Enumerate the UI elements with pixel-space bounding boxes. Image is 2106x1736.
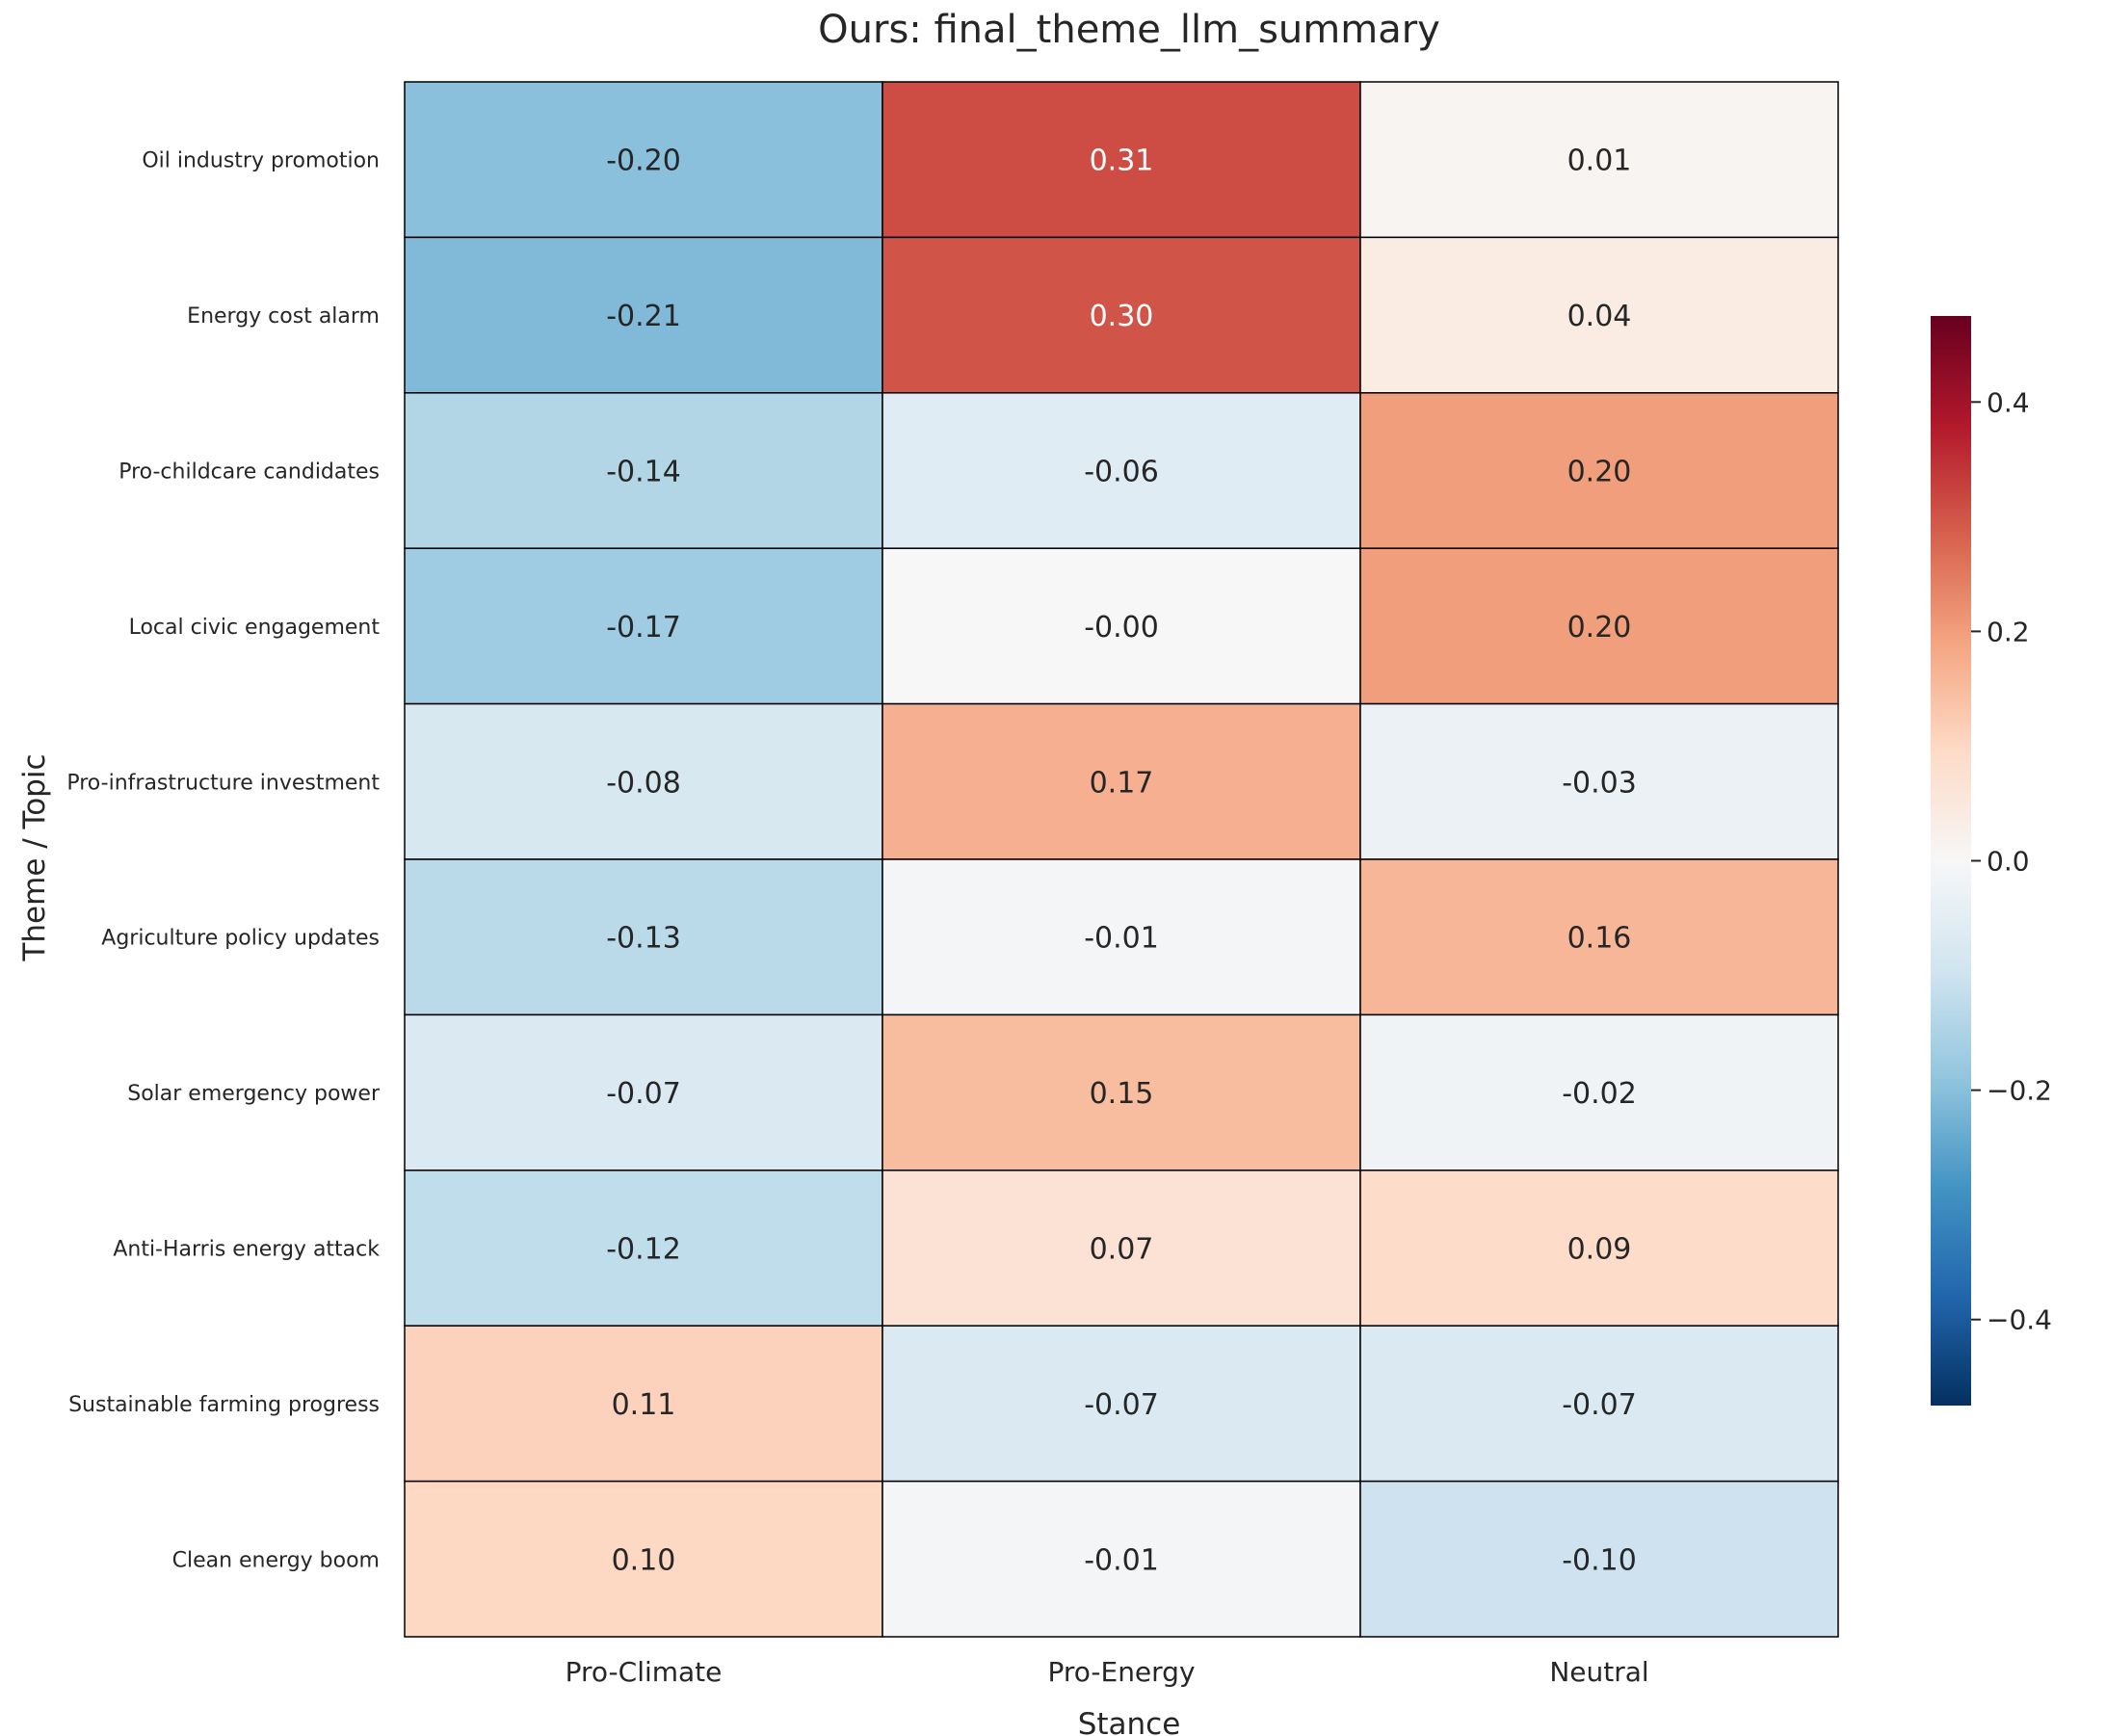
y-tick-label: Energy cost alarm <box>187 304 380 329</box>
heatmap-value-label: -0.00 <box>1084 611 1159 644</box>
y-tick-label: Clean energy boom <box>172 1548 380 1572</box>
heatmap-value-label: -0.10 <box>1562 1543 1637 1577</box>
heatmap-value-label: 0.09 <box>1567 1233 1632 1267</box>
x-tick-label: Neutral <box>1549 1656 1648 1688</box>
heatmap-cell <box>1359 1170 1839 1327</box>
heatmap-cell <box>882 1325 1361 1483</box>
heatmap-cell <box>882 81 1361 239</box>
heatmap-value-labels: -0.20 0.31 0.01 -0.21 0.30 0.04 -0.14 -0.06 0.20… <box>606 145 1637 1578</box>
heatmap-value-label: 0.16 <box>1567 922 1632 956</box>
heatmap-value-label: -0.14 <box>606 456 681 489</box>
heatmap-value-label: -0.02 <box>1562 1077 1637 1111</box>
heatmap-cell <box>1359 1480 1839 1638</box>
heatmap-cell <box>404 81 883 239</box>
heatmap-cells <box>404 81 1839 1638</box>
y-tick-label: Oil industry promotion <box>142 149 380 173</box>
heatmap-cell <box>1359 1013 1839 1171</box>
heatmap-value-label: -0.01 <box>1084 922 1159 956</box>
heatmap-value-label: -0.01 <box>1084 1543 1159 1577</box>
y-tick-label: Agriculture policy updates <box>101 927 380 951</box>
heatmap-value-label: 0.07 <box>1090 1233 1154 1267</box>
colorbar-ticks: 0.4 0.2 0.0 −0.2 −0.4 <box>1971 386 2052 1336</box>
heatmap-cell <box>882 392 1361 549</box>
heatmap-cell <box>404 1480 883 1638</box>
x-tick-label: Pro-Energy <box>1047 1656 1195 1688</box>
heatmap-value-label: -0.12 <box>606 1233 681 1267</box>
heatmap-value-label: 0.17 <box>1090 766 1154 800</box>
heatmap-cell <box>882 1013 1361 1171</box>
heatmap-cell <box>1359 1325 1839 1483</box>
chart-title: Ours: final_theme_llm_summary <box>818 8 1440 52</box>
heatmap-value-label: -0.03 <box>1562 766 1637 800</box>
heatmap-value-label: -0.08 <box>606 766 681 800</box>
heatmap-cell <box>882 1480 1361 1638</box>
heatmap-value-label: 0.15 <box>1090 1077 1154 1111</box>
heatmap-value-label: -0.06 <box>1084 456 1159 489</box>
heatmap-value-label: -0.17 <box>606 611 681 644</box>
heatmap-cell <box>404 858 883 1016</box>
y-axis-tick-labels: Oil industry promotion Energy cost alarm P… <box>66 149 381 1573</box>
colorbar-tick-label: 0.0 <box>1987 846 2030 878</box>
heatmap-cell <box>882 702 1361 860</box>
y-axis-label: Theme / Topic <box>17 753 52 961</box>
heatmap-cell <box>404 236 883 394</box>
heatmap-value-label: -0.07 <box>1562 1388 1637 1422</box>
heatmap-value-label: 0.30 <box>1090 300 1154 333</box>
heatmap-cell <box>404 1325 883 1483</box>
heatmap-cell <box>882 236 1361 394</box>
heatmap-cell <box>1359 81 1839 239</box>
colorbar-tick-label: −0.4 <box>1987 1304 2052 1336</box>
heatmap-cell <box>1359 702 1839 860</box>
y-tick-label: Pro-infrastructure investment <box>66 771 380 795</box>
heatmap-cell <box>404 547 883 705</box>
colorbar <box>1931 316 1971 1406</box>
heatmap-value-label: 0.11 <box>612 1388 676 1422</box>
x-axis-tick-labels: Pro-Climate Pro-Energy Neutral <box>566 1656 1649 1688</box>
heatmap-cell <box>1359 858 1839 1016</box>
colorbar-tick-label: 0.4 <box>1987 386 2030 418</box>
heatmap-cell <box>1359 236 1839 394</box>
heatmap-cell <box>882 1170 1361 1327</box>
heatmap-value-label: 0.20 <box>1567 456 1632 489</box>
heatmap-value-label: -0.21 <box>606 300 681 333</box>
x-axis-label: Stance <box>1078 1707 1181 1736</box>
heatmap-value-label: -0.07 <box>1084 1388 1159 1422</box>
heatmap-value-label: 0.01 <box>1567 145 1632 178</box>
heatmap-value-label: -0.13 <box>606 922 681 956</box>
heatmap-value-label: 0.10 <box>612 1543 676 1577</box>
heatmap-cell <box>404 1013 883 1171</box>
heatmap-cell <box>404 1170 883 1327</box>
heatmap-cell <box>404 392 883 549</box>
heatmap-cell <box>882 858 1361 1016</box>
heatmap-value-label: 0.20 <box>1567 611 1632 644</box>
colorbar-tick-label: 0.2 <box>1987 616 2030 647</box>
heatmap-value-label: 0.31 <box>1090 145 1154 178</box>
x-tick-label: Pro-Climate <box>566 1656 723 1688</box>
heatmap-value-label: -0.07 <box>606 1077 681 1111</box>
y-tick-label: Local civic engagement <box>129 616 381 640</box>
y-tick-label: Anti-Harris energy attack <box>113 1238 380 1262</box>
y-tick-label: Solar emergency power <box>127 1082 381 1106</box>
heatmap-cell <box>404 702 883 860</box>
heatmap-cell <box>1359 547 1839 705</box>
y-tick-label: Sustainable farming progress <box>68 1393 380 1417</box>
heatmap-value-label: -0.20 <box>606 145 681 178</box>
heatmap-value-label: 0.04 <box>1567 300 1632 333</box>
y-tick-label: Pro-childcare candidates <box>118 460 380 485</box>
colorbar-tick-label: −0.2 <box>1987 1075 2052 1107</box>
